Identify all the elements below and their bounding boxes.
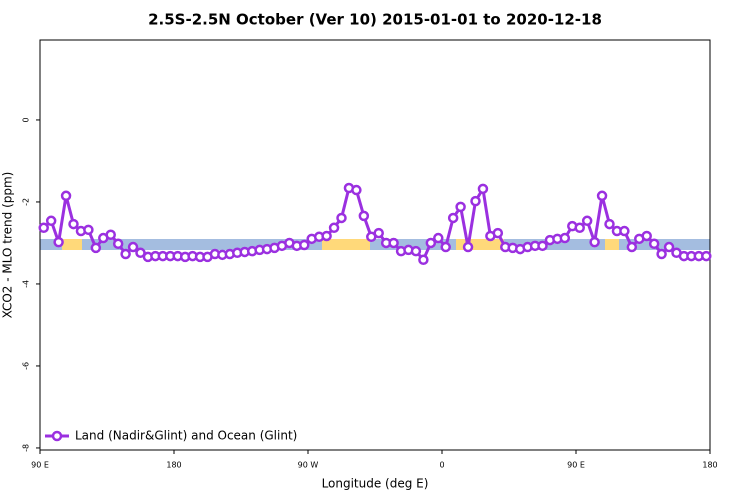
x-axis-label: Longitude (deg E): [322, 477, 429, 491]
data-point: [440, 241, 451, 253]
data-point: [127, 241, 139, 253]
data-point: [351, 184, 362, 196]
data-point: [604, 218, 615, 230]
data-point: [470, 195, 481, 207]
data-point: [83, 224, 94, 236]
y-axis-label: XCO2 - MLO trend (ppm): [1, 172, 15, 319]
data-point: [328, 222, 340, 234]
land-band: [456, 239, 504, 250]
data-point: [358, 210, 370, 222]
data-point: [105, 229, 116, 240]
data-point: [581, 215, 593, 227]
y-tick-label: -2: [22, 198, 31, 206]
legend-label: Land (Nadir&Glint) and Ocean (Glint): [75, 429, 297, 443]
data-point: [619, 225, 630, 237]
data-point: [589, 236, 600, 248]
x-tick-label: 90 W: [298, 461, 319, 470]
data-point: [68, 218, 79, 230]
y-tick-label: 0: [22, 117, 31, 122]
data-point: [53, 236, 64, 248]
data-point: [388, 237, 399, 249]
plot-frame: [39, 39, 711, 451]
data-point: [663, 241, 675, 253]
data-point: [112, 238, 124, 250]
data-point: [425, 237, 437, 249]
data-point: [60, 190, 72, 202]
data-point: [90, 242, 102, 254]
data-point: [455, 201, 466, 213]
data-point: [373, 227, 384, 239]
y-tick-label: -6: [22, 362, 31, 370]
data-point: [462, 241, 474, 253]
data-point: [574, 222, 585, 234]
data-point: [477, 183, 489, 195]
data-point: [418, 254, 429, 266]
data-point: [447, 212, 459, 224]
data-point: [135, 247, 146, 259]
surface-band: [40, 239, 710, 250]
y-tick-label: -8: [22, 444, 31, 452]
data-point: [596, 190, 608, 202]
x-tick-label: 90 E: [31, 461, 49, 470]
data-point: [641, 230, 652, 242]
legend-marker: [51, 430, 63, 442]
land-band: [62, 239, 82, 250]
data-point: [433, 232, 444, 244]
data-point: [559, 232, 571, 244]
chart-title: 2.5S-2.5N October (Ver 10) 2015-01-01 to…: [148, 11, 602, 29]
data-point: [648, 238, 660, 250]
data-point: [701, 250, 712, 262]
x-tick-label: 0: [439, 461, 444, 470]
ocean-band: [40, 239, 710, 250]
data-point: [299, 239, 310, 251]
data-point: [656, 248, 667, 260]
data-point: [537, 240, 548, 252]
land-band: [322, 239, 370, 250]
data-point: [45, 215, 57, 227]
x-tick-label: 180: [702, 461, 717, 470]
data-point: [321, 230, 332, 242]
data-point: [492, 227, 504, 239]
data-point: [626, 241, 638, 253]
data-point: [38, 222, 49, 234]
data-point: [410, 245, 422, 257]
data-point: [336, 212, 347, 224]
x-tick-label: 180: [166, 461, 181, 470]
x-tick-label: 90 E: [567, 461, 585, 470]
land-band: [605, 239, 619, 250]
data-point: [120, 248, 131, 260]
y-tick-label: -4: [22, 280, 31, 288]
